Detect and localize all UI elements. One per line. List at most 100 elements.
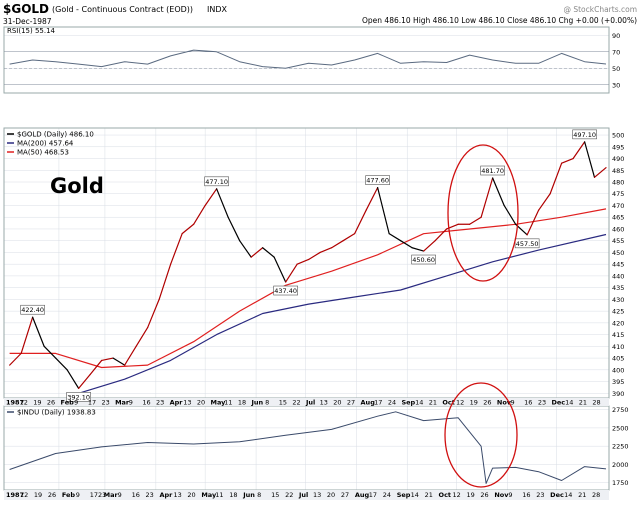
price-x-tick-label: 26 bbox=[47, 399, 55, 407]
price-x-tick-label: 9 bbox=[129, 399, 133, 407]
price-x-tick-label: Mar bbox=[115, 399, 130, 407]
value-label-box bbox=[20, 304, 45, 315]
price-x-tick-label: Nov bbox=[497, 399, 512, 407]
indu-x-tick-label: 18 bbox=[229, 491, 237, 499]
rsi-panel-frame bbox=[3, 26, 610, 94]
indu-x-tick-label: May bbox=[201, 491, 217, 499]
gold-price-segment bbox=[193, 204, 206, 225]
price-tick-label: 455 bbox=[612, 237, 624, 245]
gold-price-segment bbox=[147, 298, 160, 329]
gold-price-segment bbox=[434, 228, 448, 242]
price-x-tick-label: 13 bbox=[320, 399, 328, 407]
price-x-tick-label: 18 bbox=[238, 399, 246, 407]
chart-description: (Gold - Continuous Contract (EOD)) bbox=[52, 5, 193, 14]
indu-series-line bbox=[9, 411, 607, 484]
chart-date: 31-Dec-1987 bbox=[3, 17, 52, 26]
rsi-tick-label: 90 bbox=[612, 32, 620, 40]
value-label-box bbox=[480, 165, 505, 176]
rsi-layer: 30 50 70 90 bbox=[4, 32, 620, 89]
price-x-tick-label: 16 bbox=[142, 399, 150, 407]
price-tick-label: 495 bbox=[612, 143, 624, 151]
price-layer: 390 395 400 405 410 415 420 425 430 435 440 445 450 4… bbox=[6, 129, 624, 407]
price-panel-frame bbox=[3, 127, 610, 399]
gold-price-segment bbox=[354, 209, 367, 235]
indu-tick-label: 1750 bbox=[612, 479, 629, 487]
rsi-title: RSI(15) 55.14 bbox=[7, 27, 56, 35]
gold-price-segment bbox=[365, 187, 379, 211]
indu-tick-label: 2250 bbox=[612, 443, 629, 451]
price-x-tick-label: Oct bbox=[442, 399, 455, 407]
gold-price-segment bbox=[469, 216, 482, 225]
gold-price-segment bbox=[377, 187, 390, 235]
indu-x-tick-label: 20 bbox=[187, 491, 195, 499]
indu-tick-label: 2000 bbox=[612, 461, 629, 469]
price-x-tick-label: 16 bbox=[524, 399, 532, 407]
gold-price-segment bbox=[308, 251, 321, 261]
ma50-line bbox=[9, 208, 607, 369]
gold-price-segment bbox=[572, 141, 586, 160]
value-label: 497.10 bbox=[573, 131, 596, 139]
gold-price-segment bbox=[549, 162, 563, 195]
indu-x-tick-label: 9 bbox=[76, 491, 80, 499]
price-tick-label: 420 bbox=[612, 319, 624, 327]
gold-price-segment bbox=[593, 167, 607, 178]
indu-x-tick-label: 1987 bbox=[6, 491, 24, 499]
indu-x-tick-label: 21 bbox=[578, 491, 586, 499]
value-label-box bbox=[273, 285, 298, 296]
price-x-tick-label: Feb bbox=[61, 399, 75, 407]
price-x-tick-label: 13 bbox=[183, 399, 191, 407]
indu-x-tick-label: 16 bbox=[132, 491, 140, 499]
indu-tick-label: 2500 bbox=[612, 424, 629, 432]
indu-x-tick-label: Sep bbox=[397, 491, 411, 499]
indu-x-axis-band bbox=[4, 490, 609, 500]
chart-symbol: $GOLD bbox=[3, 2, 49, 16]
gold-price-segment bbox=[262, 247, 275, 258]
indu-x-tick-label: 21 bbox=[425, 491, 433, 499]
price-tick-label: 410 bbox=[612, 343, 624, 351]
gold-price-segment bbox=[584, 141, 596, 178]
price-x-tick-label: 19 bbox=[33, 399, 41, 407]
gold-price-segment bbox=[216, 188, 229, 218]
value-label: 481.70 bbox=[481, 167, 504, 175]
price-x-tick-label: 17 bbox=[88, 399, 96, 407]
price-tick-label: 405 bbox=[612, 355, 624, 363]
value-label: 477.10 bbox=[205, 178, 228, 186]
gold-price-segment bbox=[89, 359, 103, 376]
indu-x-tick-label: 20 bbox=[327, 491, 335, 499]
indu-x-tick-label: 9 bbox=[118, 491, 122, 499]
price-x-tick-label: Sep bbox=[401, 399, 415, 407]
price-x-axis-band bbox=[4, 398, 609, 406]
price-x-tick-label: 23 bbox=[101, 399, 109, 407]
indu-x-tick-label: 16 bbox=[522, 491, 530, 499]
gold-price-segment bbox=[112, 357, 126, 366]
gold-price-segment bbox=[526, 209, 540, 236]
gold-price-segment bbox=[538, 193, 551, 211]
chart-exchange: INDX bbox=[207, 5, 228, 14]
ma200-line bbox=[78, 233, 607, 394]
value-label-box bbox=[204, 176, 229, 187]
value-label-box bbox=[514, 238, 540, 249]
indu-x-tick-label: Dec bbox=[550, 491, 564, 499]
indu-x-tick-label: 1723 bbox=[90, 491, 107, 499]
price-x-tick-label: 9 bbox=[74, 399, 78, 407]
price-tick-label: 460 bbox=[612, 225, 624, 233]
price-tick-label: 415 bbox=[612, 331, 624, 339]
rsi-tick-label: 30 bbox=[612, 81, 620, 89]
price-tick-label: 490 bbox=[612, 155, 624, 163]
legend-ma200: MA(200) 457.64 bbox=[17, 140, 74, 148]
indu-x-tick-label: 8 bbox=[257, 491, 261, 499]
gold-price-segment bbox=[561, 157, 574, 164]
gold-price-segment bbox=[9, 352, 22, 366]
gold-price-segment bbox=[411, 247, 425, 252]
price-tick-label: 395 bbox=[612, 378, 624, 386]
indu-x-tick-label: 14 bbox=[564, 491, 572, 499]
price-x-tick-label: 12 bbox=[20, 399, 28, 407]
gold-price-segment bbox=[285, 263, 298, 283]
price-x-tick-label: May bbox=[211, 399, 227, 407]
indu-x-tick-label: 13 bbox=[313, 491, 321, 499]
watermark: @ StockCharts.com bbox=[563, 5, 637, 14]
indu-x-tick-label: Jun bbox=[242, 491, 255, 499]
price-x-tick-label: 19 bbox=[470, 399, 478, 407]
